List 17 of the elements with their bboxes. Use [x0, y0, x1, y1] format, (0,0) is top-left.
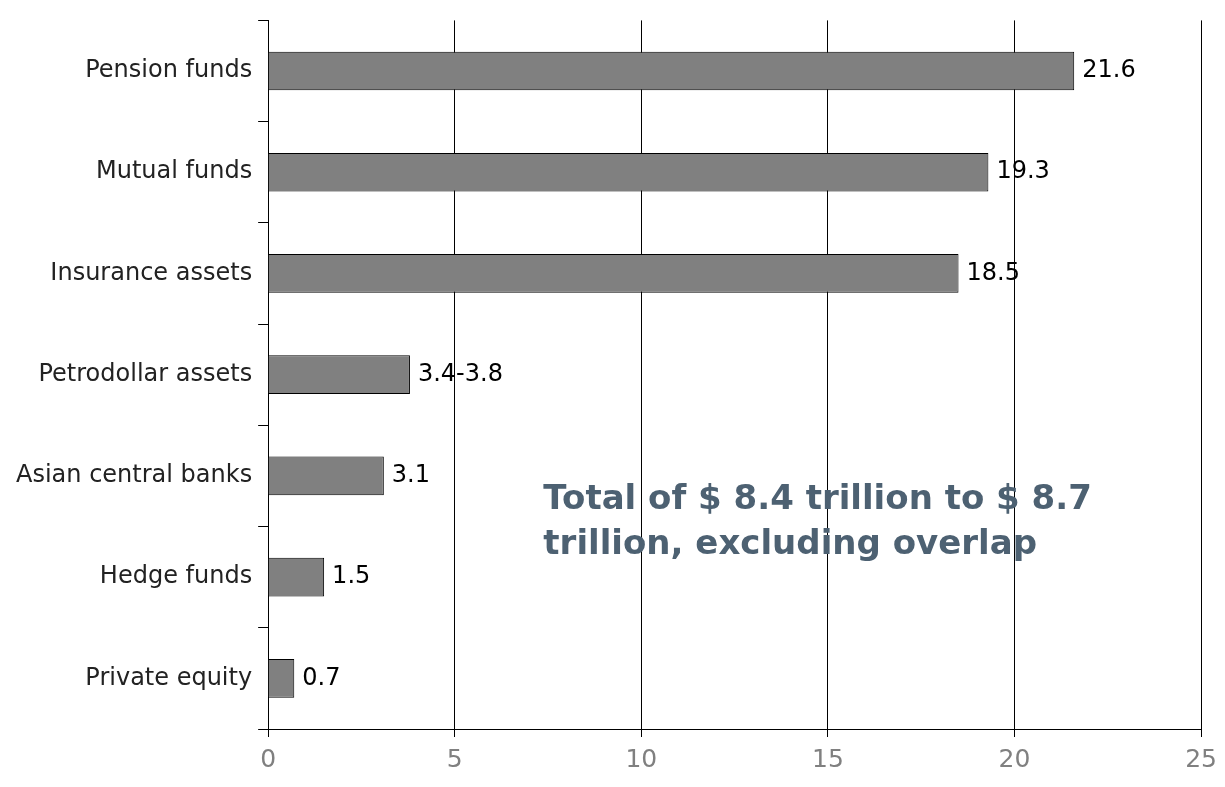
y-tick-label: Insurance assets	[50, 257, 253, 286]
x-tick-label: 20	[998, 743, 1031, 773]
y-tick-label: Hedge funds	[99, 561, 253, 590]
x-tick-label: 10	[625, 743, 658, 773]
data-label: 0.7	[302, 662, 341, 691]
data-label: 3.1	[391, 460, 430, 489]
x-tick-label: 25	[1185, 743, 1217, 773]
data-label: 21.6	[1082, 55, 1136, 84]
y-tick-label: Petrodollar assets	[38, 358, 253, 387]
x-tick-label: 15	[812, 743, 844, 773]
y-tick-label: Asian central banks	[15, 460, 253, 489]
data-label: 1.5	[332, 561, 371, 590]
y-tick-label: Mutual funds	[95, 156, 253, 185]
x-tick-label: 0	[260, 743, 277, 773]
x-tick-label: 5	[446, 743, 463, 773]
y-tick-label: Pension funds	[85, 55, 253, 84]
y-tick-label: Private equity	[85, 662, 253, 691]
